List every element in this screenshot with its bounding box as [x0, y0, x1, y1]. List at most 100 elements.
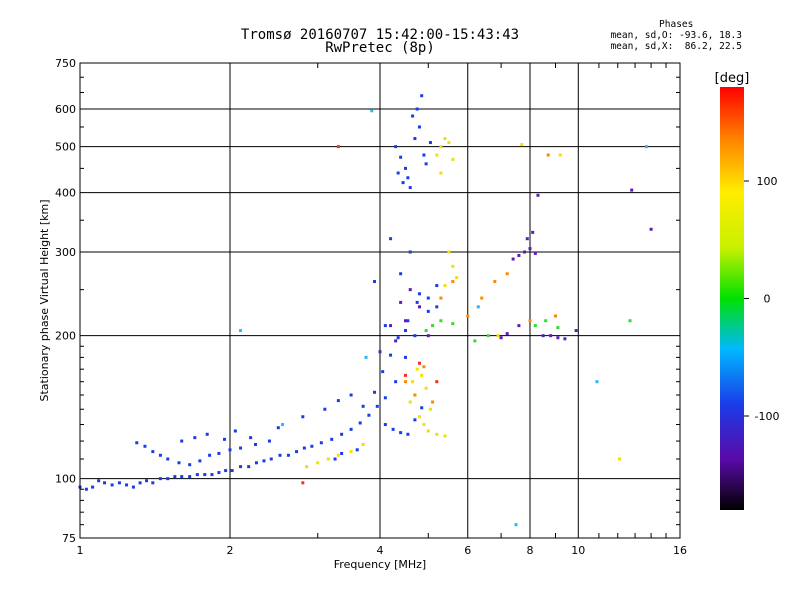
data-point: [511, 257, 515, 261]
data-point: [422, 153, 426, 157]
data-point: [358, 421, 362, 425]
data-point: [158, 453, 162, 457]
colorbar-tick-label: 100: [757, 175, 778, 188]
data-point: [180, 439, 184, 443]
x-tick-label: 4: [377, 544, 384, 557]
data-point: [466, 314, 470, 318]
data-point: [281, 423, 285, 427]
data-point: [443, 284, 447, 288]
data-point: [415, 107, 419, 111]
data-point: [439, 296, 443, 300]
data-point: [549, 334, 553, 338]
data-point: [496, 334, 500, 338]
y-tick-label: 600: [55, 103, 76, 116]
data-point: [439, 145, 443, 149]
data-point: [336, 399, 340, 403]
data-point: [408, 250, 412, 254]
data-point: [316, 461, 320, 465]
data-point: [403, 329, 407, 333]
data-point: [158, 477, 162, 481]
data-point: [417, 125, 421, 129]
data-point: [143, 444, 147, 448]
data-point: [514, 523, 518, 527]
data-point: [517, 253, 521, 257]
data-point: [553, 314, 557, 318]
data-point: [422, 365, 426, 369]
data-point: [413, 418, 417, 422]
data-point: [428, 141, 432, 145]
colorbar-gradient: [720, 87, 744, 510]
data-point: [97, 479, 101, 483]
data-point: [389, 237, 393, 241]
data-point: [435, 305, 439, 309]
data-point: [499, 336, 503, 340]
data-point: [336, 145, 340, 149]
data-point: [520, 143, 524, 147]
data-point: [198, 459, 202, 463]
data-point: [420, 373, 424, 377]
data-point: [439, 171, 443, 175]
y-axis-label: Stationary phase Virtual Height [km]: [38, 199, 51, 401]
y-tick-label: 300: [55, 246, 76, 259]
data-point: [223, 437, 227, 441]
data-point: [84, 487, 88, 491]
data-point: [188, 463, 192, 467]
data-point: [447, 141, 451, 145]
colorbar-ticks: 100 0 -100: [744, 175, 779, 423]
data-point: [533, 324, 537, 328]
data-points: [78, 94, 653, 527]
y-tick-label: 500: [55, 141, 76, 154]
plot-frame: [79, 62, 681, 539]
data-point: [544, 319, 548, 323]
data-point: [145, 479, 149, 483]
data-point: [208, 453, 212, 457]
data-point: [340, 432, 344, 436]
data-point: [451, 280, 455, 284]
data-point: [267, 439, 271, 443]
y-tick-label: 750: [55, 57, 76, 70]
data-point: [649, 227, 653, 231]
data-point: [233, 429, 237, 433]
data-point: [373, 280, 377, 284]
data-point: [403, 355, 407, 359]
data-point: [455, 276, 459, 280]
data-point: [546, 153, 550, 157]
x-axis-label: Frequency [MHz]: [334, 558, 426, 571]
data-point: [177, 461, 181, 465]
data-point: [203, 473, 207, 477]
data-point: [505, 332, 509, 336]
data-point: [415, 300, 419, 304]
y-tick-label: 400: [55, 187, 76, 200]
data-point: [531, 230, 535, 234]
data-point: [408, 288, 412, 292]
data-point: [383, 396, 387, 400]
data-point: [131, 485, 135, 489]
data-point: [301, 481, 305, 485]
phase-colorbar: [deg] 100 0 -100: [715, 71, 779, 510]
phase-stats-x-line: mean, sd,X: 86.2, 22.5: [610, 41, 742, 52]
data-point: [563, 337, 567, 341]
data-point: [426, 309, 430, 313]
data-point: [426, 334, 430, 338]
data-point: [417, 415, 421, 419]
data-point: [383, 423, 387, 427]
colorbar-tick-label: 0: [764, 293, 771, 306]
data-point: [361, 404, 365, 408]
data-point: [424, 386, 428, 390]
data-point: [403, 373, 407, 377]
data-point: [413, 334, 417, 338]
data-point: [417, 305, 421, 309]
data-point: [391, 427, 395, 431]
data-point: [411, 380, 415, 384]
data-point: [239, 465, 243, 469]
x-tick-label: 1: [77, 544, 84, 557]
data-point: [628, 319, 632, 323]
data-point: [443, 137, 447, 141]
data-point: [319, 441, 323, 445]
data-point: [574, 329, 578, 333]
data-point: [254, 461, 258, 465]
data-point: [403, 166, 407, 170]
data-point: [349, 450, 353, 454]
data-point: [230, 469, 234, 473]
data-point: [276, 426, 280, 430]
